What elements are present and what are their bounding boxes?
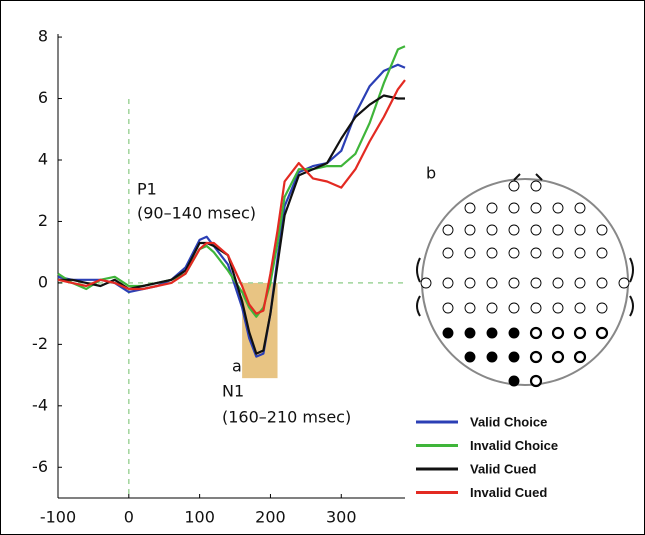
electrode bbox=[552, 247, 564, 259]
x-tick-label: 100 bbox=[184, 508, 215, 527]
electrode bbox=[464, 302, 476, 314]
electrode bbox=[464, 224, 476, 236]
electrode bbox=[420, 277, 432, 289]
electrode bbox=[486, 351, 498, 363]
electrode bbox=[596, 247, 608, 259]
x-tick-label: -100 bbox=[40, 508, 76, 527]
electrode bbox=[486, 277, 498, 289]
y-tick-label: -4 bbox=[32, 395, 48, 414]
electrode bbox=[529, 374, 543, 388]
electrode bbox=[618, 277, 630, 289]
electrode bbox=[529, 350, 543, 364]
n1-window: (160–210 msec) bbox=[222, 408, 351, 427]
electrode bbox=[574, 247, 586, 259]
series-line bbox=[57, 45, 406, 318]
electrode bbox=[486, 224, 498, 236]
electrode bbox=[464, 351, 476, 363]
electrode bbox=[508, 302, 520, 314]
y-tick-label: -6 bbox=[32, 457, 48, 476]
electrode bbox=[464, 247, 476, 259]
x-tick-label: 300 bbox=[326, 508, 357, 527]
electrode bbox=[508, 180, 520, 192]
legend-label: Valid Choice bbox=[470, 414, 547, 429]
electrode bbox=[486, 202, 498, 214]
nose bbox=[513, 173, 543, 181]
electrode bbox=[464, 327, 476, 339]
electrode bbox=[552, 302, 564, 314]
p1-label: P1 bbox=[137, 180, 157, 199]
electrode bbox=[552, 277, 564, 289]
electrode bbox=[442, 327, 454, 339]
electrode bbox=[486, 247, 498, 259]
electrode bbox=[552, 224, 564, 236]
electrode bbox=[596, 302, 608, 314]
legend-label: Invalid Choice bbox=[470, 438, 558, 453]
electrode bbox=[508, 277, 520, 289]
panel-a-label: a bbox=[232, 357, 242, 376]
electrode bbox=[551, 350, 565, 364]
electrode bbox=[442, 224, 454, 236]
electrode bbox=[530, 202, 542, 214]
electrode bbox=[442, 247, 454, 259]
series-line bbox=[57, 79, 406, 315]
electrode bbox=[552, 202, 564, 214]
electrode bbox=[442, 277, 454, 289]
electrode bbox=[529, 326, 543, 340]
electrode bbox=[595, 326, 609, 340]
electrode bbox=[464, 277, 476, 289]
electrode bbox=[574, 224, 586, 236]
n1-label: N1 bbox=[222, 382, 244, 401]
legend-label: Valid Cued bbox=[470, 461, 537, 476]
electrode bbox=[508, 375, 520, 387]
series-line bbox=[57, 63, 406, 358]
electrode bbox=[574, 302, 586, 314]
electrode bbox=[596, 224, 608, 236]
electrode bbox=[508, 351, 520, 363]
series-line bbox=[58, 94, 405, 355]
electrode bbox=[530, 277, 542, 289]
x-tick-label: 200 bbox=[255, 508, 286, 527]
electrode bbox=[596, 277, 608, 289]
panel-b-label: b bbox=[426, 164, 436, 183]
ears bbox=[416, 257, 634, 317]
electrode bbox=[486, 302, 498, 314]
electrode bbox=[530, 180, 542, 192]
electrode bbox=[574, 277, 586, 289]
electrode bbox=[508, 202, 520, 214]
electrode bbox=[573, 326, 587, 340]
y-tick-label: 4 bbox=[38, 149, 48, 168]
electrode bbox=[551, 326, 565, 340]
y-tick-label: -2 bbox=[32, 334, 48, 353]
legend-label: Invalid Cued bbox=[470, 485, 547, 500]
electrode bbox=[573, 350, 587, 364]
y-tick-label: 0 bbox=[38, 272, 48, 291]
electrode bbox=[486, 327, 498, 339]
head-map bbox=[416, 173, 634, 388]
electrode bbox=[574, 202, 586, 214]
electrode bbox=[530, 247, 542, 259]
electrode bbox=[464, 202, 476, 214]
electrode bbox=[508, 224, 520, 236]
y-tick-label: 8 bbox=[38, 27, 48, 46]
electrode bbox=[508, 327, 520, 339]
plot: -6 -4 -2 0 2 4 6 8 -100 0 100 200 300 bbox=[32, 27, 406, 527]
p1-window: (90–140 msec) bbox=[137, 204, 256, 223]
x-tick-label: 0 bbox=[124, 508, 134, 527]
electrode bbox=[508, 247, 520, 259]
electrode bbox=[530, 224, 542, 236]
electrode bbox=[442, 302, 454, 314]
electrode bbox=[530, 302, 542, 314]
y-tick-label: 6 bbox=[38, 88, 48, 107]
y-tick-label: 2 bbox=[38, 211, 48, 230]
